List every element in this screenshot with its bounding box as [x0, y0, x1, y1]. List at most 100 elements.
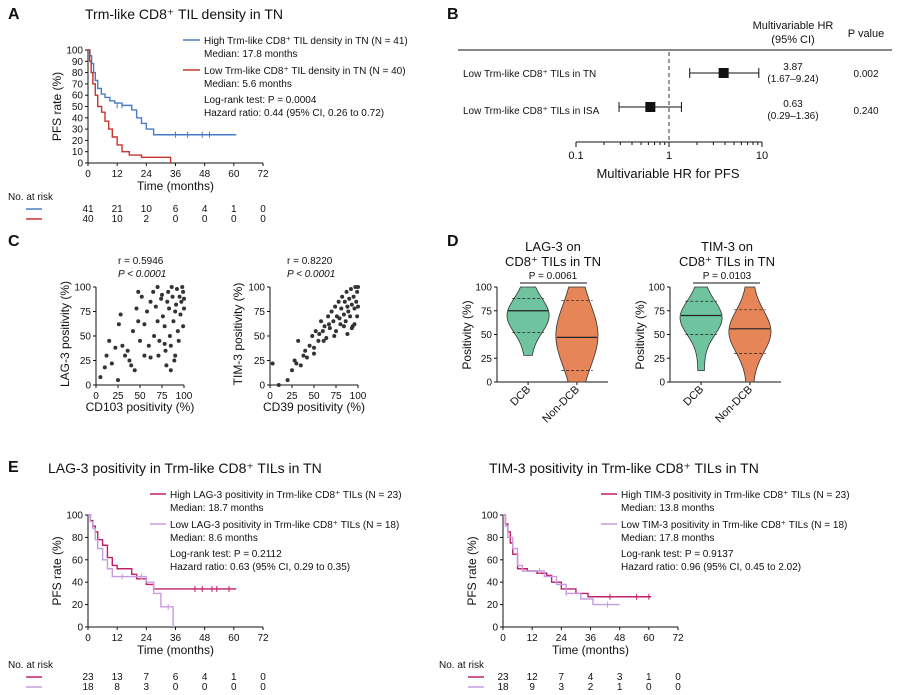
scatter-1-point [172, 358, 177, 363]
scatter-2-point [356, 285, 360, 289]
scatter-1-point [162, 341, 167, 346]
scatter-1-x-tick-label: 25 [112, 391, 124, 402]
forest-row-1-label: Low Trm-like CD8⁺ TILs in TN [463, 69, 596, 80]
violin-2-group-label: Non-DCB [713, 384, 755, 426]
scatter-1-point [167, 334, 172, 338]
km-E2-risk-count: 18 [497, 682, 509, 693]
km-E1-risk-count: 0 [202, 682, 208, 693]
km-A-y-tick-label: 30 [72, 125, 84, 136]
km-E1-x-tick-label: 60 [228, 633, 240, 644]
km-E1-x-tick-label: 0 [85, 633, 91, 644]
scatter-2-point [312, 351, 316, 356]
scatter-2-point [296, 338, 301, 343]
scatter-2-point [349, 302, 354, 307]
km-E2-x-tick-label: 48 [614, 633, 626, 644]
violin-2-y-tick-label: 50 [654, 330, 666, 341]
forest-xlabel: Multivariable HR for PFS [596, 166, 739, 181]
scatter-1-point [104, 353, 109, 358]
scatter-1-point [164, 363, 169, 368]
scatter-1-point [125, 348, 130, 353]
stats-logrank: Log-rank test: P = 0.0004 [204, 95, 317, 106]
scatter-1-point [138, 338, 142, 343]
scatter-1-point [148, 355, 153, 360]
km-E2-y-tick-label: 80 [487, 533, 499, 544]
scatter-2-point [339, 306, 344, 311]
scatter-1-point [181, 324, 186, 329]
km-A-y-tick-label: 40 [72, 113, 84, 124]
km-E1-risk-count: 8 [114, 682, 120, 693]
panel-A-letter: A [8, 6, 20, 23]
legend-e2-low-median: Median: 17.8 months [621, 533, 714, 544]
violin-2-ylabel: Positivity (%) [633, 300, 647, 369]
km-A-risk-count: 6 [173, 204, 179, 215]
forest-row-2-hr: 0.63 [783, 99, 803, 110]
km-E2-y-axis-label: PFS rate (%) [465, 536, 479, 605]
forest-hr-marker [645, 102, 656, 112]
km-A-y-tick-label: 10 [72, 147, 84, 158]
scatter-1-point [156, 353, 161, 358]
scatter-2-point [317, 332, 322, 337]
km-E1-x-tick-label: 24 [141, 633, 153, 644]
km-E1-x-axis-label: Time (months) [137, 643, 214, 657]
km-A-risk-count: 1 [231, 204, 237, 215]
km-E1-x-tick-label: 12 [112, 633, 124, 644]
scatter-2-point [304, 355, 309, 360]
scatter-1-point [152, 334, 157, 338]
km-E2-risk-count: 3 [617, 672, 623, 683]
km-E1-risk-count: 0 [260, 672, 266, 683]
scatter-2-point [301, 353, 306, 358]
scatter-1-x-tick-label: 0 [93, 391, 99, 402]
violin-2-y-tick-label: 0 [659, 378, 665, 389]
km-E2-x-axis-label: Time (months) [552, 643, 629, 657]
panel-E2-title: TIM-3 positivity in Trm-like CD8⁺ TILs i… [489, 460, 759, 476]
legend-low-median: Median: 5.6 months [204, 79, 292, 90]
violin-1-y-tick-label: 25 [481, 354, 493, 365]
scatter-1-point [136, 289, 141, 294]
violin-1-group-label: Non-DCB [540, 384, 582, 426]
scatter-2-y-tick-label: 25 [254, 356, 266, 367]
scatter-2-x-tick-label: 50 [308, 391, 320, 402]
km-A-x-tick-label: 36 [170, 169, 182, 180]
km-E1-risk-count: 18 [82, 682, 94, 693]
scatter-1-point [139, 294, 144, 299]
scatter-1-point [181, 289, 186, 294]
scatter-2-y-tick-label: 75 [254, 307, 266, 318]
violin-2-y-tick-label: 75 [654, 306, 666, 317]
km-E2-risk-count: 0 [675, 672, 681, 683]
forest-row-1-p: 0.002 [853, 69, 878, 80]
scatter-1-point [155, 319, 160, 324]
scatter-1-point [173, 353, 178, 358]
scatter-2-point [355, 314, 360, 319]
forest-header-ci: (95% CI) [771, 34, 814, 46]
km-A-y-tick-label: 80 [72, 68, 84, 79]
km-E2-y-tick-label: 100 [481, 511, 498, 522]
km-A-x-tick-label: 48 [199, 169, 211, 180]
km-A-risk-count: 0 [260, 204, 266, 215]
panel-E2-legend: High TIM-3 positivity in Trm-like CD8⁺ T… [601, 490, 850, 573]
km-E1-y-tick-label: 100 [66, 511, 83, 522]
legend-e2-high-median: Median: 13.8 months [621, 503, 714, 514]
scatter-1-point [116, 378, 120, 383]
scatter-2-x-tick-label: 0 [267, 391, 273, 402]
violin-2-violin-1 [679, 286, 723, 371]
scatter-1-point [168, 343, 173, 348]
forest-header-hr: Multivariable HR [753, 20, 834, 32]
violin-1-group-label: DCB [508, 384, 533, 409]
km-E1-risk-count: 13 [112, 672, 124, 683]
scatter-1-point [168, 368, 173, 373]
km-A-y-axis-label: PFS rate (%) [50, 72, 64, 141]
panel-B-letter: B [447, 6, 459, 23]
scatter-1-point [142, 322, 147, 327]
violin-2-violin-2 [728, 286, 772, 383]
scatter-2-point [337, 316, 342, 321]
km-E1-risk-count: 0 [173, 682, 179, 693]
km-E1-series-2-curve [88, 514, 174, 627]
scatter-1-point [120, 343, 125, 348]
scatter-1-y-tick-label: 75 [80, 307, 92, 318]
km-E1-risk-count: 1 [231, 672, 237, 683]
km-E1-risk-count: 23 [82, 672, 94, 683]
stats-hazard: Hazard ratio: 0.44 (95% CI, 0.26 to 0.72… [204, 108, 384, 119]
scatter-2-point [312, 345, 316, 350]
scatter-2-point [303, 348, 308, 353]
